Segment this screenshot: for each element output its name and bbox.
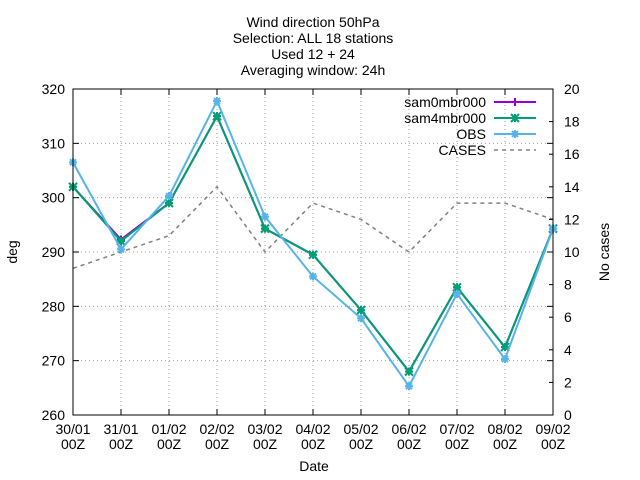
y-tick-label: 320 — [42, 81, 66, 97]
data-point — [165, 192, 173, 200]
x-tick-label-date: 07/02 — [439, 421, 474, 437]
y2-tick-label: 6 — [564, 309, 572, 325]
y2-tick-label: 0 — [564, 407, 572, 423]
data-point — [357, 314, 365, 322]
x-tick-label-date: 09/02 — [535, 421, 570, 437]
y2-tick-label: 18 — [564, 114, 580, 130]
y-tick-label: 290 — [42, 244, 66, 260]
y2-tick-label: 4 — [564, 342, 572, 358]
x-tick-label-time: 00Z — [157, 436, 182, 452]
y-tick-label: 280 — [42, 298, 66, 314]
x-tick-label-time: 00Z — [397, 436, 422, 452]
legend-label: CASES — [439, 142, 486, 158]
legend-label: sam4mbr000 — [404, 110, 486, 126]
data-point — [117, 245, 125, 253]
y-axis-ticks: 260 270 280 290 300 310 320 — [42, 81, 553, 423]
y2-tick-label: 12 — [564, 211, 580, 227]
series-lines — [68, 96, 558, 391]
x-axis-ticks: 30/0100Z31/0100Z01/0200Z02/0200Z03/0200Z… — [55, 89, 571, 452]
x-tick-label-date: 01/02 — [151, 421, 186, 437]
x-tick-label-time: 00Z — [349, 436, 374, 452]
legend-entry-sam4mbr000: sam4mbr000 — [404, 110, 536, 126]
title-line: Wind direction 50hPa — [246, 14, 379, 30]
y2-axis-ticks: 0 2 4 6 8 10 12 14 16 18 20 — [549, 81, 580, 423]
data-point — [501, 355, 509, 363]
y-tick-label: 270 — [42, 353, 66, 369]
data-point — [261, 212, 269, 221]
x-tick-label-time: 00Z — [109, 436, 134, 452]
x-tick-label-date: 06/02 — [391, 421, 426, 437]
x-tick-label-time: 00Z — [445, 436, 470, 452]
x-tick-label-date: 31/01 — [103, 421, 138, 437]
data-point — [453, 290, 461, 298]
legend-entry-sam0mbr000: sam0mbr000 — [404, 94, 536, 110]
x-tick-label-date: 03/02 — [247, 421, 282, 437]
x-tick-label-time: 00Z — [61, 436, 86, 452]
x-tick-label-time: 00Z — [301, 436, 326, 452]
legend-label: OBS — [456, 126, 486, 142]
legend-entry-obs: OBS — [456, 126, 536, 142]
data-point — [511, 130, 519, 138]
data-point — [405, 382, 413, 390]
y-tick-label: 300 — [42, 190, 66, 206]
x-axis-label: Date — [299, 458, 329, 474]
y-axis-label: deg — [4, 240, 20, 263]
data-point — [309, 272, 317, 281]
series-cases — [72, 185, 554, 270]
x-tick-label-date: 05/02 — [343, 421, 378, 437]
title-line: Averaging window: 24h — [241, 62, 386, 78]
title-line: Used 12 + 24 — [271, 46, 355, 62]
series-line — [72, 185, 554, 270]
x-tick-label-time: 00Z — [493, 436, 518, 452]
x-tick-label-date: 02/02 — [199, 421, 234, 437]
y2-tick-label: 16 — [564, 146, 580, 162]
title-line: Selection: ALL 18 stations — [233, 30, 394, 46]
y2-tick-label: 20 — [564, 81, 580, 97]
y-tick-label: 260 — [42, 407, 66, 423]
x-tick-label-time: 00Z — [541, 436, 566, 452]
legend-entry-cases: CASES — [439, 142, 536, 158]
data-point — [213, 97, 221, 105]
y-tick-label: 310 — [42, 135, 66, 151]
x-tick-label-date: 08/02 — [487, 421, 522, 437]
x-tick-label-date: 04/02 — [295, 421, 330, 437]
y2-tick-label: 10 — [564, 244, 580, 260]
x-tick-label-date: 30/01 — [55, 421, 90, 437]
y2-tick-label: 14 — [564, 179, 580, 195]
x-tick-label-time: 00Z — [205, 436, 230, 452]
y2-tick-label: 8 — [564, 277, 572, 293]
y2-axis-label: No cases — [596, 223, 612, 281]
y2-tick-label: 2 — [564, 374, 572, 390]
x-tick-label-time: 00Z — [253, 436, 278, 452]
legend-label: sam0mbr000 — [404, 94, 486, 110]
